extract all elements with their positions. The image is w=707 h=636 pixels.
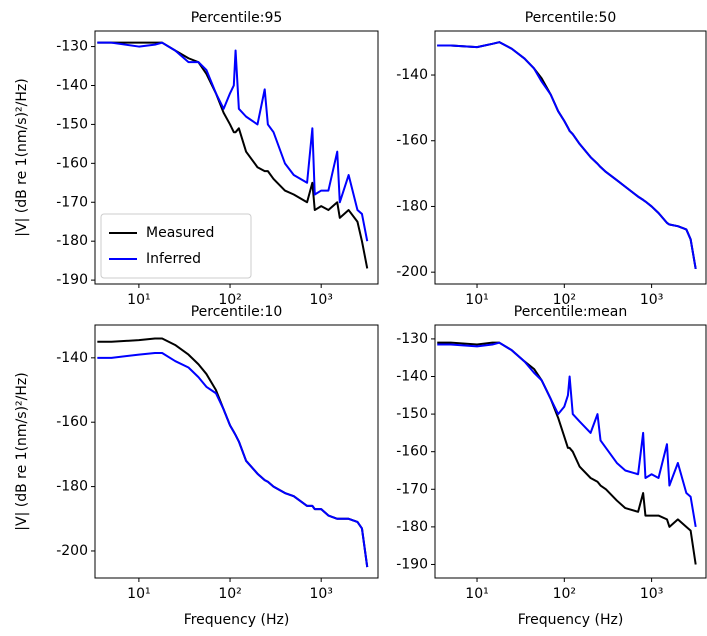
y-tick-label: -180 bbox=[56, 479, 88, 495]
x-axis-label: Frequency (Hz) bbox=[184, 612, 290, 628]
y-tick-label: -140 bbox=[56, 77, 88, 93]
y-tick-label: -170 bbox=[396, 481, 428, 497]
y-tick-label: -200 bbox=[396, 264, 428, 280]
data-line bbox=[97, 337, 369, 568]
y-tick-label: -180 bbox=[56, 233, 88, 249]
data-line bbox=[97, 41, 369, 242]
data-line bbox=[437, 41, 697, 270]
x-tick-label: 10³ bbox=[309, 586, 332, 602]
y-tick-label: -190 bbox=[396, 556, 428, 572]
x-tick-label: 10³ bbox=[309, 292, 332, 308]
subplot-title: Percentile:50 bbox=[525, 10, 617, 26]
x-tick-label: 10³ bbox=[640, 292, 663, 308]
x-tick-label: 10¹ bbox=[465, 292, 488, 308]
plot-area bbox=[437, 41, 697, 270]
x-tick-label: 10¹ bbox=[127, 586, 150, 602]
data-line bbox=[437, 341, 697, 565]
x-tick-label: 10² bbox=[553, 292, 576, 308]
y-tick-label: -130 bbox=[396, 331, 428, 347]
data-line bbox=[437, 41, 697, 270]
y-tick-label: -160 bbox=[396, 133, 428, 149]
axes-frame bbox=[434, 30, 707, 285]
y-tick-label: -170 bbox=[56, 194, 88, 210]
y-axis-label: |V| (dB re 1(nm/s)²/Hz) bbox=[14, 372, 30, 530]
axes-frame bbox=[94, 30, 379, 285]
x-axis-label: Frequency (Hz) bbox=[518, 612, 624, 628]
x-tick-label: 10² bbox=[553, 586, 576, 602]
y-tick-label: -160 bbox=[56, 155, 88, 171]
y-tick-label: -140 bbox=[396, 369, 428, 385]
subplot-title: Percentile:10 bbox=[191, 304, 283, 320]
y-tick-label: -190 bbox=[56, 272, 88, 288]
data-line bbox=[97, 352, 369, 568]
legend-box bbox=[100, 213, 252, 279]
y-tick-label: -200 bbox=[56, 543, 88, 559]
x-tick-label: 10¹ bbox=[465, 586, 488, 602]
axes-frame bbox=[94, 324, 379, 579]
legend-label: Measured bbox=[146, 225, 214, 241]
x-tick-label: 10³ bbox=[640, 586, 663, 602]
y-axis-label: |V| (dB re 1(nm/s)²/Hz) bbox=[14, 78, 30, 236]
subplot-title: Percentile:95 bbox=[191, 10, 283, 26]
plot-area bbox=[97, 337, 369, 568]
subplot-title: Percentile:mean bbox=[514, 304, 628, 320]
x-tick-label: 10² bbox=[218, 292, 241, 308]
data-line bbox=[437, 341, 697, 528]
y-tick-label: -150 bbox=[56, 116, 88, 132]
y-tick-label: -130 bbox=[56, 39, 88, 55]
y-tick-label: -180 bbox=[396, 519, 428, 535]
legend-label: Inferred bbox=[146, 251, 201, 267]
y-tick-label: -160 bbox=[56, 414, 88, 430]
y-tick-label: -140 bbox=[56, 350, 88, 366]
plot-area bbox=[437, 341, 697, 565]
plot-area bbox=[97, 41, 369, 269]
y-tick-label: -140 bbox=[396, 67, 428, 83]
y-tick-label: -150 bbox=[396, 406, 428, 422]
x-tick-label: 10² bbox=[218, 586, 241, 602]
y-tick-label: -180 bbox=[396, 198, 428, 214]
y-tick-label: -160 bbox=[396, 444, 428, 460]
x-tick-label: 10¹ bbox=[127, 292, 150, 308]
